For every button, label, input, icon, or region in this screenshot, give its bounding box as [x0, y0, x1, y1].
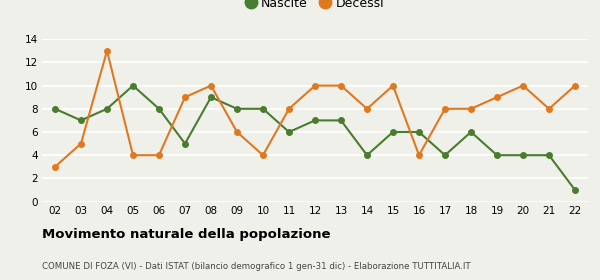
Decessi	[571, 84, 578, 87]
Text: Movimento naturale della popolazione: Movimento naturale della popolazione	[42, 228, 331, 241]
Line: Nascite: Nascite	[52, 83, 578, 193]
Nascite	[442, 153, 449, 157]
Decessi	[208, 84, 215, 87]
Nascite	[52, 107, 59, 111]
Nascite	[571, 188, 578, 192]
Decessi	[77, 142, 85, 145]
Nascite	[259, 107, 266, 111]
Nascite	[545, 153, 553, 157]
Nascite	[311, 119, 319, 122]
Decessi	[259, 153, 266, 157]
Nascite	[337, 119, 344, 122]
Nascite	[364, 153, 371, 157]
Nascite	[467, 130, 475, 134]
Nascite	[415, 130, 422, 134]
Decessi	[467, 107, 475, 111]
Nascite	[233, 107, 241, 111]
Decessi	[181, 95, 188, 99]
Decessi	[520, 84, 527, 87]
Decessi	[389, 84, 397, 87]
Nascite	[286, 130, 293, 134]
Decessi	[52, 165, 59, 169]
Text: COMUNE DI FOZA (VI) - Dati ISTAT (bilancio demografico 1 gen-31 dic) - Elaborazi: COMUNE DI FOZA (VI) - Dati ISTAT (bilanc…	[42, 262, 470, 271]
Nascite	[493, 153, 500, 157]
Decessi	[545, 107, 553, 111]
Decessi	[155, 153, 163, 157]
Nascite	[155, 107, 163, 111]
Decessi	[442, 107, 449, 111]
Nascite	[77, 119, 85, 122]
Decessi	[233, 130, 241, 134]
Legend: Nascite, Decessi: Nascite, Decessi	[246, 0, 384, 10]
Line: Decessi: Decessi	[52, 48, 578, 170]
Nascite	[389, 130, 397, 134]
Decessi	[311, 84, 319, 87]
Nascite	[130, 84, 137, 87]
Decessi	[364, 107, 371, 111]
Decessi	[130, 153, 137, 157]
Nascite	[103, 107, 110, 111]
Decessi	[286, 107, 293, 111]
Nascite	[181, 142, 188, 145]
Nascite	[208, 95, 215, 99]
Decessi	[337, 84, 344, 87]
Decessi	[415, 153, 422, 157]
Decessi	[493, 95, 500, 99]
Decessi	[103, 49, 110, 52]
Nascite	[520, 153, 527, 157]
